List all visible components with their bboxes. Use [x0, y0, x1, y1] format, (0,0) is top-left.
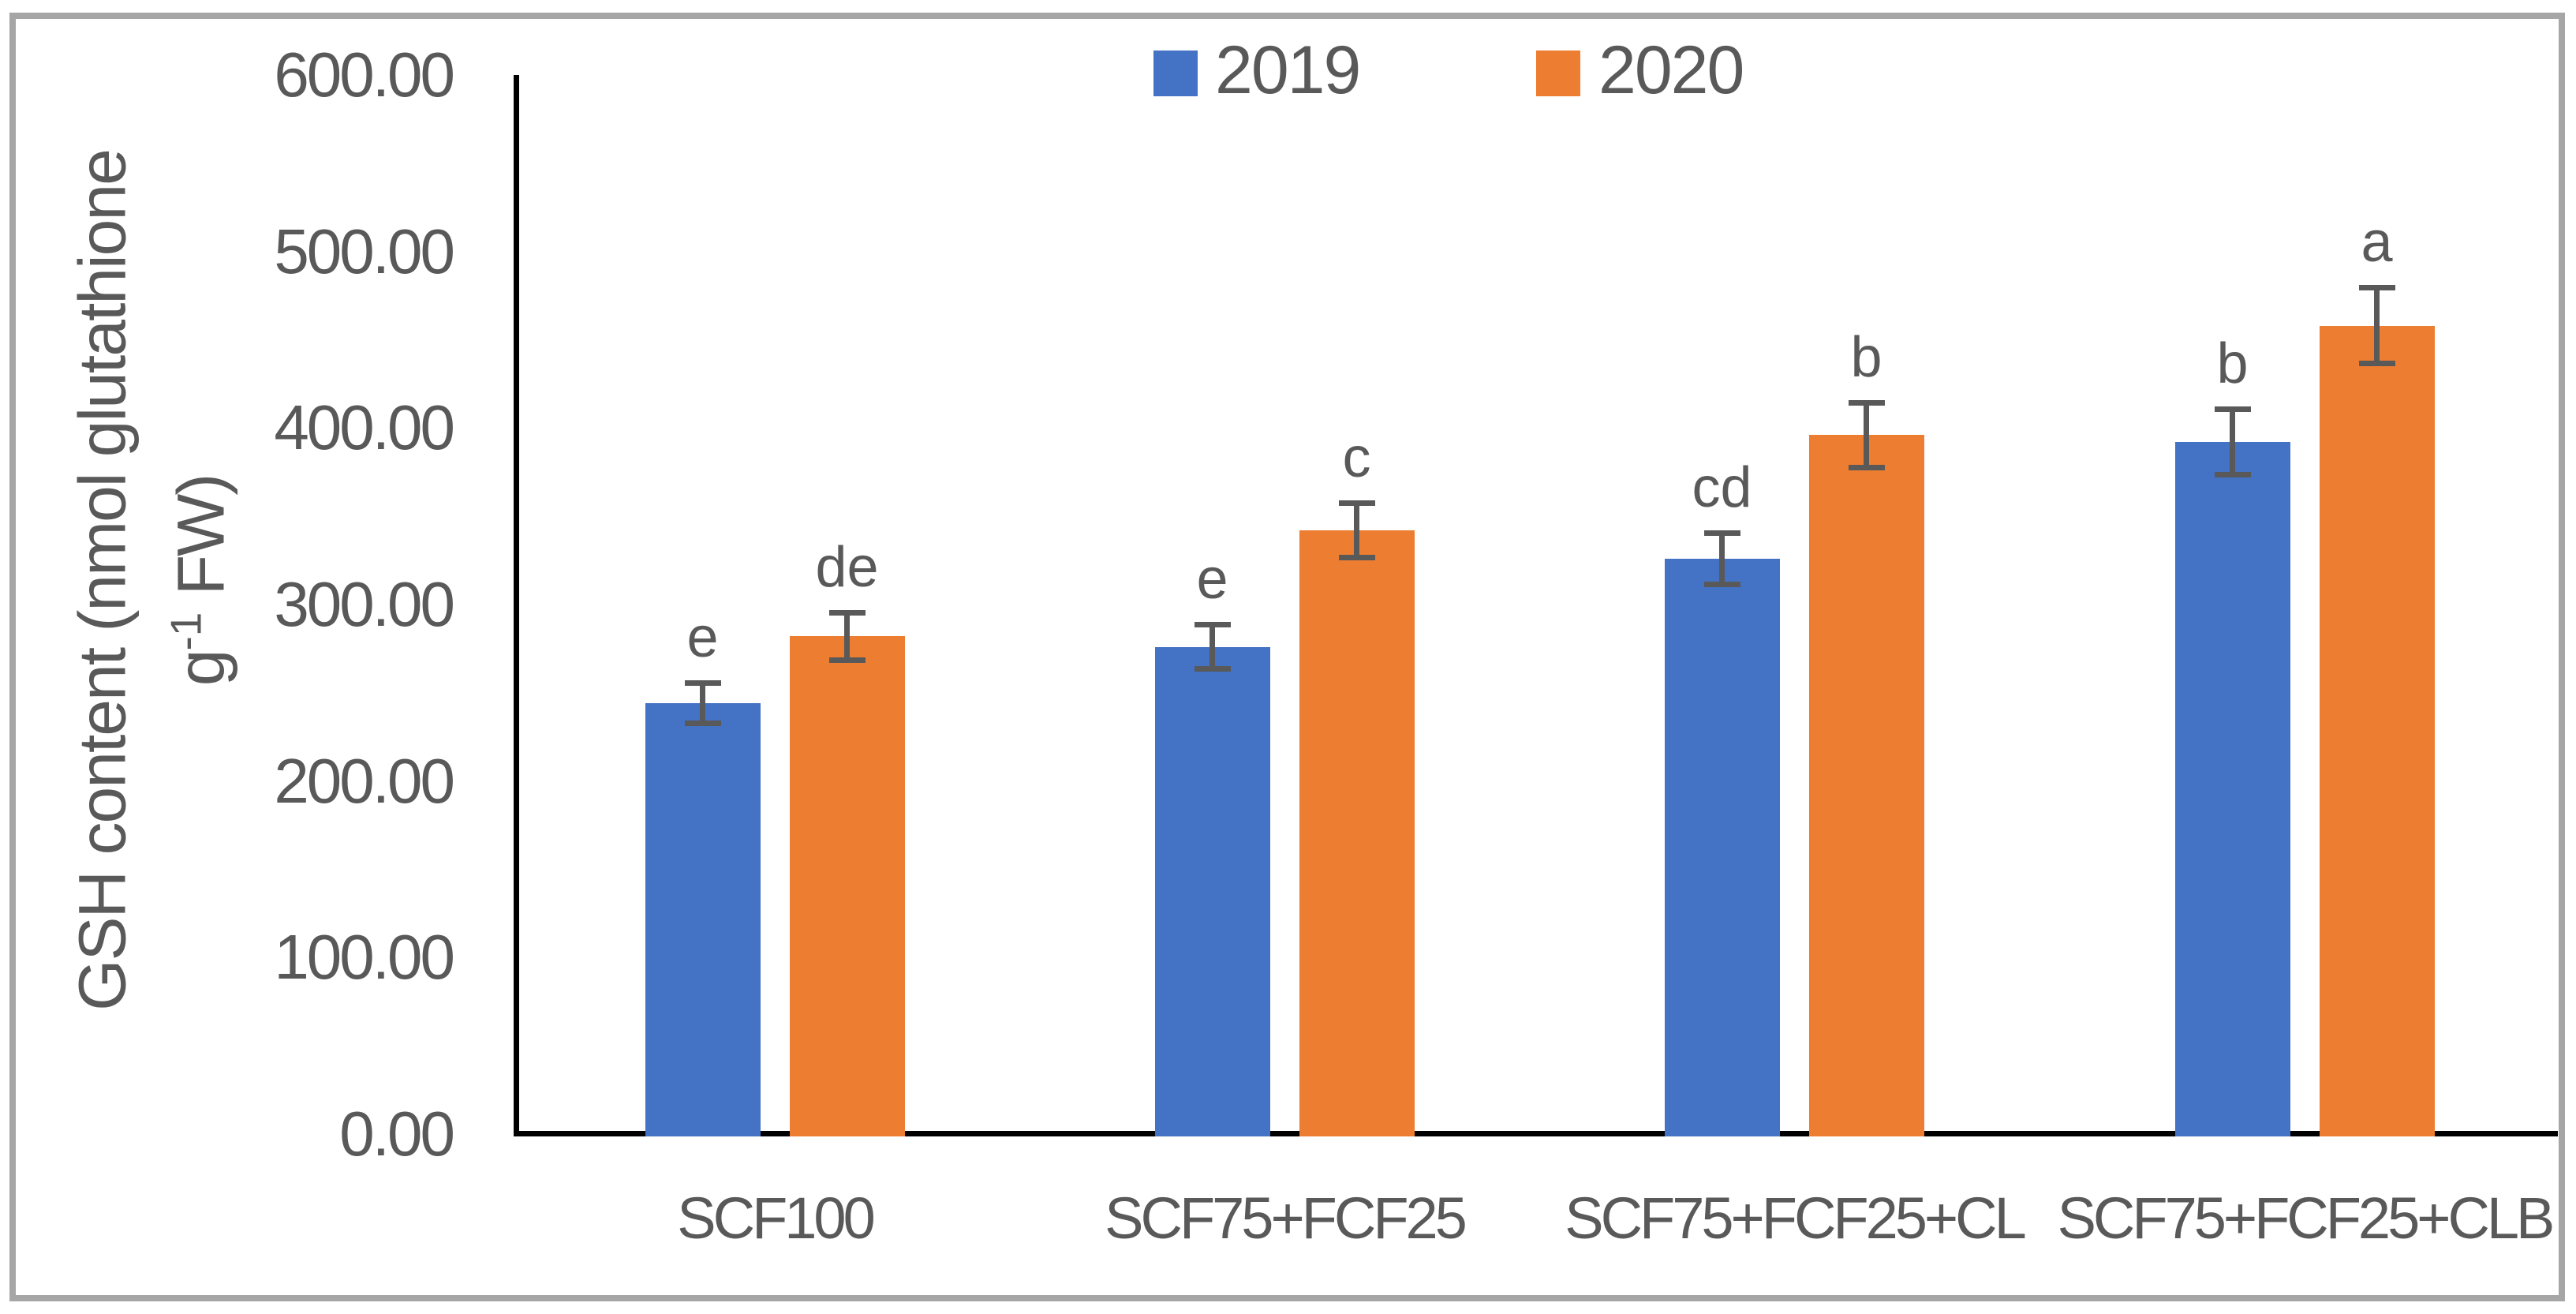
error-bar-line [1719, 530, 1725, 587]
error-bar-cap [1703, 530, 1740, 537]
significance-letter: b [1850, 325, 1882, 389]
y-tick-label: 500.00 [274, 215, 455, 286]
y-tick-label: 400.00 [274, 392, 455, 463]
error-bar-cap [1194, 665, 1231, 672]
figure-border-frame [9, 13, 2565, 1301]
error-bar-cap [828, 657, 866, 663]
error-bar-line [2374, 285, 2380, 367]
x-category-label: SCF100 [677, 1185, 875, 1251]
legend-swatch-2020 [1536, 51, 1580, 96]
bar-2020-SCF100 [789, 636, 905, 1136]
error-bar-cap [1338, 555, 1375, 561]
bar-2019-SCF75+FCF25 [1154, 646, 1270, 1136]
bar-2019-SCF75+FCF25+CLB [2174, 442, 2290, 1136]
error-bar-cap [2214, 471, 2251, 477]
y-axis-line [514, 75, 519, 1136]
error-bar-cap [1194, 622, 1231, 628]
error-bar-cap [1703, 581, 1740, 587]
error-bar-cap [1848, 399, 1885, 406]
significance-letter: e [686, 606, 719, 670]
significance-letter: e [1196, 548, 1228, 612]
y-tick-label: 600.00 [274, 39, 455, 110]
error-bar-cap [684, 680, 721, 687]
y-tick-label: 200.00 [274, 745, 455, 816]
significance-letter: cd [1692, 456, 1752, 520]
x-category-label: SCF75+FCF25+CL [1565, 1185, 2027, 1251]
significance-letter: de [815, 535, 879, 599]
x-axis-line [514, 1131, 2558, 1136]
y-axis-title-line1: GSH content (nmol glutathione [65, 150, 140, 1011]
error-bar-line [1354, 500, 1359, 561]
error-bar-cap [1338, 500, 1375, 507]
bar-2020-SCF75+FCF25 [1299, 530, 1415, 1136]
y-tick-label: 0.00 [339, 1099, 455, 1169]
error-bar-cap [684, 721, 721, 727]
error-bar-cap [2358, 361, 2395, 367]
legend-swatch-2019 [1153, 51, 1198, 96]
error-bar-line [1209, 622, 1215, 672]
error-bar-line [844, 609, 850, 663]
x-category-label: SCF75+FCF25 [1105, 1185, 1467, 1251]
y-tick-label: 300.00 [274, 569, 455, 639]
error-bar-line [700, 680, 705, 727]
error-bar-cap [2358, 285, 2395, 291]
error-bar-line [1864, 399, 1869, 470]
bar-2019-SCF75+FCF25+CL [1664, 558, 1780, 1136]
error-bar-cap [1848, 465, 1885, 470]
error-bar-cap [2214, 406, 2251, 413]
x-category-label: SCF75+FCF25+CLB [2057, 1185, 2555, 1251]
significance-letter: b [2216, 332, 2249, 396]
legend-label-2019: 2019 [1215, 32, 1361, 108]
y-tick-label: 100.00 [274, 922, 455, 993]
legend-label-2020: 2020 [1598, 32, 1744, 108]
bar-2020-SCF75+FCF25+CL [1808, 435, 1924, 1136]
error-bar-cap [828, 609, 866, 616]
significance-letter: a [2361, 211, 2393, 275]
bar-2020-SCF75+FCF25+CLB [2319, 325, 2435, 1136]
bar-2019-SCF100 [645, 703, 761, 1136]
significance-letter: c [1342, 426, 1371, 490]
error-bar-line [2230, 406, 2235, 477]
